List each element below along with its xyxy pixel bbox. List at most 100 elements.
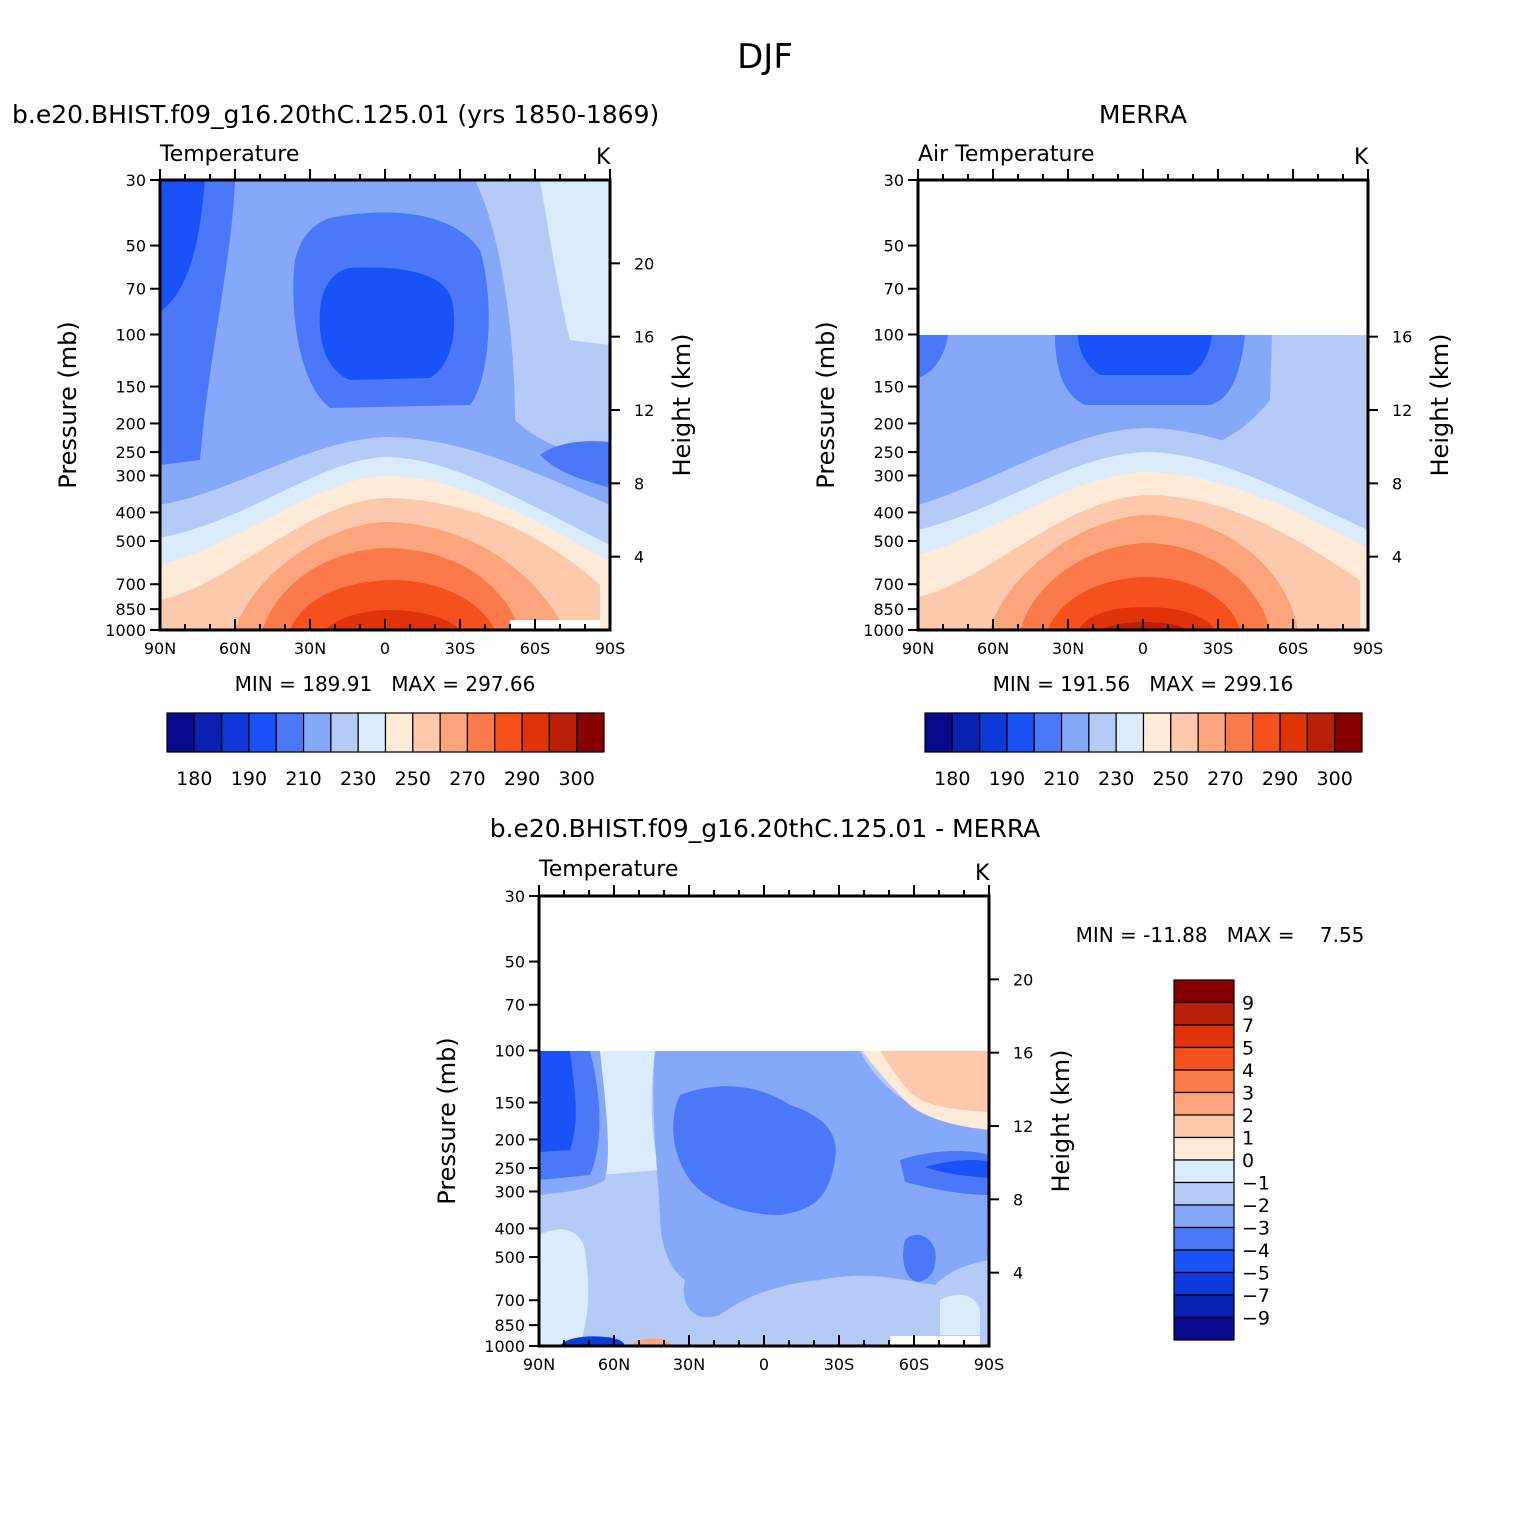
colorbar-swatch [1173,1001,1235,1026]
colorbar-swatch [248,712,277,753]
colorbar-swatch [1173,1091,1235,1116]
missing-data [890,1336,980,1346]
colorbar-swatch [1173,1159,1235,1184]
y-tick-label: 150 [873,378,904,397]
panel-model-stats: MIN = 189.91 MAX = 297.66 [235,672,536,696]
contour-band [880,1051,989,1112]
colorbar-swatch [548,712,578,753]
contour-band [940,1294,980,1335]
colorbar-label: −4 [1242,1240,1270,1262]
y-tick-label: 400 [494,1219,525,1238]
colorbar-swatch [357,712,387,753]
y-tick-label: 700 [873,575,904,594]
colorbar-swatch [924,712,953,753]
y2-tick-label: 8 [634,474,644,493]
y2-tick-label: 16 [634,328,654,347]
colorbar-swatch [330,712,359,753]
colorbar-label: −3 [1242,1218,1270,1240]
colorbar-label: −1 [1242,1173,1270,1195]
colorbar-swatch [1173,1069,1235,1094]
colorbar-swatch [1173,1181,1235,1206]
y-tick-label: 1000 [105,621,146,640]
x-tick-label: 60N [598,1355,630,1374]
panel-diff-right-label: K [975,861,990,886]
contour-band [160,180,205,312]
x-tick-label: 90S [595,639,626,658]
y-tick-label: 150 [115,378,146,397]
x-tick-label: 30S [445,639,476,658]
x-tick-label: 90N [902,639,934,658]
colorbar-swatch [1197,712,1227,753]
colorbar-swatch [1173,1136,1235,1161]
x-tick-label: 30N [673,1355,705,1374]
panel-obs: MERRA Air Temperature K 30 50 70 100 150 200 2… [812,100,1454,790]
panel-diff-y-title: Pressure (mb) [433,1037,461,1204]
colorbar-label: 9 [1242,993,1254,1015]
panel-model-y2-title: Height (km) [668,334,696,477]
colorbar-label: 180 [176,768,212,790]
contour-band [540,441,610,488]
panel-obs-contours [918,335,1368,630]
panel-diff-stats: MIN = -11.88 MAX = 7.55 [1076,923,1365,947]
x-tick-label: 90S [1353,639,1384,658]
y-tick-label: 30 [126,171,146,190]
colorbar-label: 290 [1262,768,1298,790]
contour-band [290,580,495,630]
panel-obs-left-label: Air Temperature [918,142,1095,167]
contour-band [540,180,610,345]
y-tick-label: 250 [873,443,904,462]
x-tick-label: 60S [899,1355,930,1374]
colorbar-swatch [466,712,496,753]
colorbar-label: −2 [1242,1195,1270,1217]
colorbar-swatch [1173,1294,1235,1319]
contour-band [1078,607,1215,630]
colorbar-label: 190 [231,768,267,790]
y-tick-label: 700 [115,575,146,594]
panel-diff-left-label: Temperature [538,857,678,882]
contour-band [1078,335,1212,375]
panel-obs-right-label: K [1354,145,1369,170]
x-tick-label: 30N [294,639,326,658]
colorbar-swatch [412,712,441,753]
figure-title: DJF [737,37,793,77]
panel-model: b.e20.BHIST.f09_g16.20thC.125.01 (yrs 18… [12,100,696,790]
contour-band [560,1336,625,1346]
y-tick-label: 850 [873,600,904,619]
contour-band [325,610,460,630]
y2-tick-label: 12 [634,401,654,420]
contour-band [925,1159,989,1178]
x-tick-label: 90N [523,1355,555,1374]
panel-model-axes: 3050701001502002503004005007008501000481… [105,169,654,658]
colorbar-swatch [166,712,195,753]
colorbar-label: 3 [1242,1083,1254,1105]
x-tick-label: 60S [520,639,551,658]
colorbar-label: 250 [395,768,431,790]
y2-tick-label: 8 [1392,474,1402,493]
x-tick-label: 0 [380,639,390,658]
panel-model-subtitle: b.e20.BHIST.f09_g16.20thC.125.01 (yrs 18… [12,100,659,129]
y2-tick-label: 4 [634,548,644,567]
colorbar-swatch [1173,979,1235,1004]
y-tick-label: 300 [873,466,904,485]
colorbar-label: 300 [559,768,595,790]
x-tick-label: 30N [1052,639,1084,658]
panel-model-contours [160,180,610,630]
colorbar-label: −5 [1242,1263,1270,1285]
y-tick-label: 50 [126,237,146,256]
contour-band [539,1229,589,1346]
panel-obs-axes: 30 50 70 100 150 200 250 300 400 500 700 850 1000 4 8 1… [863,169,1412,658]
y-tick-label: 250 [115,443,146,462]
x-tick-label: 60N [219,639,251,658]
y-tick-label: 500 [115,532,146,551]
y-tick-label: 100 [494,1042,525,1061]
colorbar-label: −7 [1242,1285,1270,1307]
colorbar-swatch [521,712,550,753]
colorbar-swatch [1115,712,1145,753]
colorbar-swatch [1224,712,1254,753]
colorbar-swatch [1173,1271,1235,1296]
contour-band [903,1234,936,1282]
colorbar-label: 210 [285,768,321,790]
panel-obs-y-title: Pressure (mb) [812,321,840,488]
colorbar-swatch [1334,712,1363,753]
